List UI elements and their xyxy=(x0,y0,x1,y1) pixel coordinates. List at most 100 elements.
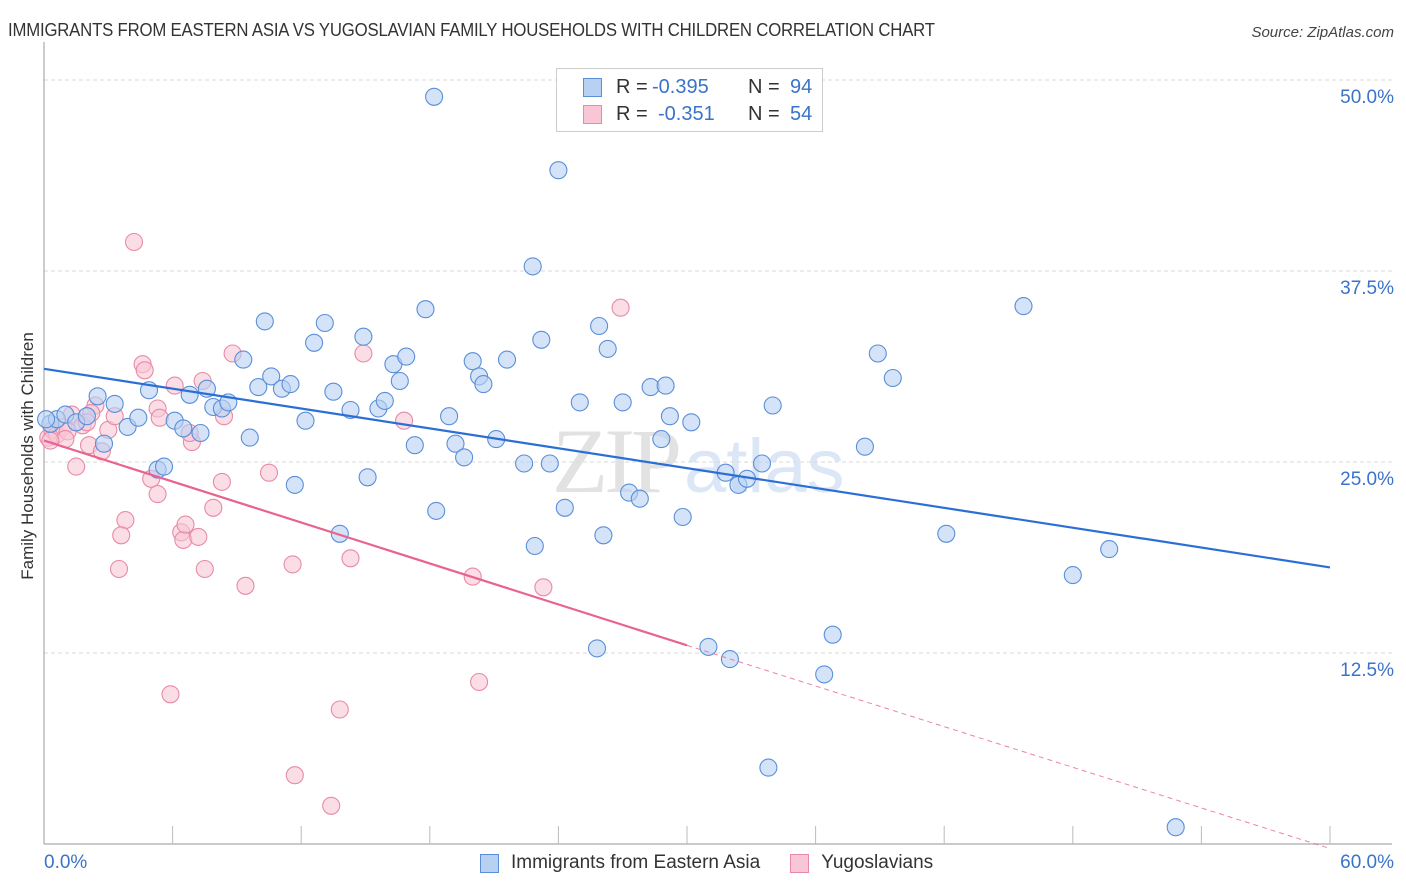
yugoslavians-point xyxy=(165,376,184,395)
eastern-asia-point xyxy=(94,434,114,453)
y-tick-label-25: 25.0% xyxy=(1340,469,1394,490)
eastern-asia-point xyxy=(324,382,343,401)
eastern-asia-points xyxy=(37,87,1185,837)
yugoslavians-point xyxy=(135,361,154,380)
blue-swatch-icon xyxy=(480,853,499,873)
eastern-asia-point xyxy=(191,423,210,443)
eastern-asia-point xyxy=(77,407,96,426)
r-value: -0.395 xyxy=(652,76,709,98)
eastern-asia-point xyxy=(598,339,617,358)
r-label: R = xyxy=(616,103,648,125)
yugoslavians-point xyxy=(395,411,414,430)
eastern-asia-point xyxy=(523,257,542,276)
eastern-asia-point xyxy=(455,448,474,467)
eastern-asia-point xyxy=(262,367,281,386)
eastern-asia-point xyxy=(594,526,613,545)
chart-title: IMMIGRANTS FROM EASTERN ASIA VS YUGOSLAV… xyxy=(8,20,935,40)
yugoslavians-point xyxy=(534,578,553,597)
yugoslavians-point xyxy=(283,555,302,574)
yugoslavians-trend-extension xyxy=(686,644,1331,850)
eastern-asia-point xyxy=(699,637,718,656)
eastern-asia-point xyxy=(1166,818,1185,837)
legend-row-eastern-asia: R = -0.395 N = 94 xyxy=(583,76,812,99)
eastern-asia-point xyxy=(358,468,377,487)
legend-item-yugoslavians[interactable]: Yugoslavians xyxy=(790,852,933,874)
yugoslavians-point xyxy=(148,485,167,504)
eastern-asia-point xyxy=(823,625,842,644)
legend-label: Yugoslavians xyxy=(821,852,934,873)
eastern-asia-point xyxy=(532,330,551,349)
eastern-asia-point xyxy=(416,300,435,319)
pink-swatch-icon xyxy=(790,853,810,873)
eastern-asia-point xyxy=(515,454,534,473)
eastern-asia-point xyxy=(656,376,675,395)
yugoslavians-point xyxy=(116,511,135,530)
yugoslavians-point xyxy=(161,685,180,704)
legend-item-eastern-asia[interactable]: Immigrants from Eastern Asia xyxy=(480,852,760,874)
eastern-asia-trend-line xyxy=(43,367,1331,569)
eastern-asia-point xyxy=(285,475,304,494)
trend-lines xyxy=(43,367,1331,850)
eastern-asia-point xyxy=(759,758,778,777)
eastern-asia-point xyxy=(1014,297,1033,316)
eastern-asia-point xyxy=(234,350,253,369)
y-tick-label-37-5: 37.5% xyxy=(1340,278,1394,299)
eastern-asia-point xyxy=(405,436,424,455)
n-label: N = xyxy=(748,76,780,98)
eastern-asia-point xyxy=(37,410,56,429)
yugoslavians-point xyxy=(236,576,255,595)
eastern-asia-point xyxy=(1063,566,1082,585)
eastern-asia-point xyxy=(763,396,782,415)
eastern-asia-point xyxy=(682,413,701,432)
eastern-asia-point xyxy=(397,347,416,366)
eastern-asia-point xyxy=(296,411,315,430)
r-label: R = xyxy=(616,76,648,98)
yugoslavians-point xyxy=(109,559,129,579)
n-value: 54 xyxy=(790,103,813,125)
n-value: 94 xyxy=(790,76,813,98)
yugoslavians-point xyxy=(354,344,373,363)
eastern-asia-point xyxy=(555,498,574,517)
eastern-asia-point xyxy=(587,639,607,658)
eastern-asia-point xyxy=(673,507,692,527)
yugoslavians-point xyxy=(67,457,86,476)
series-legend: Immigrants from Eastern Asia Yugoslavian… xyxy=(480,852,963,874)
r-value: -0.351 xyxy=(658,103,715,125)
yugoslavians-point xyxy=(124,232,144,252)
eastern-asia-point xyxy=(855,437,874,456)
eastern-asia-point xyxy=(105,394,124,413)
x-tick-label-max: 60.0% xyxy=(1340,852,1394,873)
yugoslavians-point xyxy=(322,796,341,815)
eastern-asia-point xyxy=(868,344,887,363)
eastern-asia-point xyxy=(341,400,360,420)
source-label: Source: ZipAtlas.com xyxy=(1251,24,1394,41)
correlation-legend: R = -0.395 N = 94 R = -0.351 N = 54 xyxy=(556,68,823,132)
yugoslavians-point xyxy=(204,498,223,517)
eastern-asia-point xyxy=(88,387,107,406)
eastern-asia-point xyxy=(180,385,199,404)
eastern-asia-point xyxy=(129,408,148,427)
eastern-asia-point xyxy=(474,375,493,394)
eastern-asia-point xyxy=(427,501,446,520)
eastern-asia-point xyxy=(281,375,300,394)
n-label: N = xyxy=(748,103,780,125)
yugoslavians-point xyxy=(341,549,360,568)
eastern-asia-point xyxy=(174,419,193,438)
eastern-asia-point xyxy=(463,352,482,371)
yugoslavians-point xyxy=(189,527,208,546)
x-tick-label-min: 0.0% xyxy=(44,852,88,873)
eastern-asia-point xyxy=(1100,540,1119,559)
legend-label: Immigrants from Eastern Asia xyxy=(511,852,761,873)
eastern-asia-point xyxy=(354,327,373,346)
eastern-asia-point xyxy=(652,430,671,449)
y-tick-label-12-5: 12.5% xyxy=(1340,660,1394,681)
eastern-asia-point xyxy=(240,428,259,447)
yugoslavians-point xyxy=(212,472,231,491)
eastern-asia-point xyxy=(815,665,834,684)
eastern-asia-point xyxy=(525,536,544,556)
eastern-asia-point xyxy=(305,333,324,352)
yugoslavians-point xyxy=(195,559,214,579)
yugoslavians-point xyxy=(330,700,349,719)
eastern-asia-point xyxy=(315,313,334,333)
